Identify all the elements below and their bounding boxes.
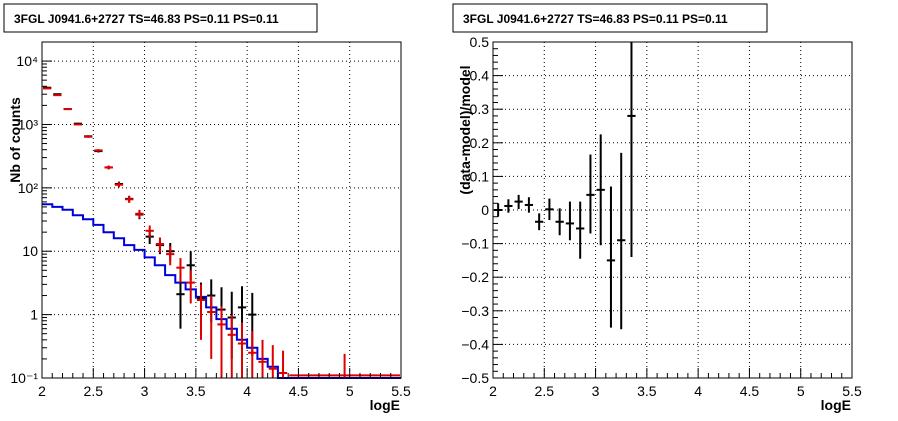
residual-point [596,134,605,246]
counts-x-axis-title: logE [370,397,400,413]
residual-point [586,154,595,234]
model-point [217,306,226,378]
residual-title-box [452,3,768,33]
x-tick-label: 3 [592,383,600,399]
x-tick-label: 4 [694,383,702,399]
y-tick-label: 0.4 [470,68,490,84]
residual-point [555,208,564,236]
model-point [227,315,236,378]
x-tick-label: 2 [489,383,497,399]
residual-title: 3FGL J0941.6+2727 TS=46.83 PS=0.11 PS=0.… [463,12,728,26]
y-tick-label: 0.3 [470,101,490,117]
x-tick-label: 5.5 [391,383,411,399]
model-point [166,246,175,266]
residual-point [514,194,523,209]
x-tick-label: 4 [243,383,251,399]
model-point [278,350,288,378]
model-point [104,165,113,170]
y-tick-label: 10³ [18,116,39,132]
x-tick-label: 5.5 [842,383,862,399]
y-tick-label: 0.1 [470,168,490,184]
y-tick-label: −0.4 [461,336,489,352]
residual-panel: 3FGL J0941.6+2727 TS=46.83 PS=0.11 PS=0.… [452,3,862,413]
residual-point [535,213,544,231]
model-point [63,108,72,111]
model-point [135,209,144,219]
x-tick-label: 4.5 [740,383,760,399]
model-point [196,284,206,340]
model-point [114,182,124,188]
model-point [145,225,154,238]
model-point [43,87,52,90]
x-tick-label: 5 [797,383,805,399]
residual-ticks: 2 2.5 3 3.5 4 4.5 5 5.5 −0.5 −0.4 −0.3 −0.2 −0.1 0 0.1… [461,34,862,399]
y-tick-label: 10⁴ [16,53,38,69]
model-point [84,135,93,138]
model-point [289,353,400,378]
x-tick-label: 2 [38,383,46,399]
x-tick-label: 4.5 [289,383,309,399]
x-tick-label: 5 [346,383,354,399]
counts-frame [41,41,402,379]
model-point [125,196,134,203]
x-tick-label: 2.5 [84,383,104,399]
counts-ticks: 2 2.5 3 3.5 4 4.5 5 5.5 10⁻¹ 1 10 10² 10³ 10⁴ [10,41,411,399]
residual-point [627,42,636,258]
residual-point [565,201,575,241]
y-tick-label: −0.1 [461,236,489,252]
counts-series [42,86,401,379]
counts-y-axis-title: Nb of counts [7,97,23,183]
model-point [237,322,247,378]
residual-point [545,198,554,221]
counts-panel: 3FGL J0941.6+2727 TS=46.83 PS=0.11 PS=0.… [3,3,411,413]
x-tick-label: 3 [141,383,149,399]
model-point [248,331,257,378]
model-point [155,237,165,253]
residual-point [617,152,626,330]
model-point [207,295,216,359]
y-tick-label: 10² [18,180,39,196]
y-tick-label: −0.3 [461,303,489,319]
y-tick-label: −0.5 [461,370,489,386]
residual-series [494,42,636,330]
y-tick-label: 0.5 [470,34,490,50]
model-point [186,270,195,304]
model-point [268,345,277,378]
series-model-component [42,203,401,379]
model-point [73,123,83,126]
model-point [94,149,103,152]
model-point [176,258,185,283]
y-tick-label: 10⁻¹ [10,370,38,386]
x-tick-label: 3.5 [186,383,206,399]
counts-grid [42,42,401,378]
x-tick-label: 3.5 [637,383,657,399]
residual-grid [493,42,852,378]
counts-title: 3FGL J0941.6+2727 TS=46.83 PS=0.11 PS=0.… [14,12,279,26]
counts-title-box [3,3,318,33]
residual-point [504,199,513,213]
model-point [53,94,62,97]
residual-point [524,197,534,213]
model-point [258,339,267,378]
residual-point [606,186,616,328]
residual-x-axis-title: logE [821,397,851,413]
y-tick-label: −0.2 [461,269,489,285]
y-tick-label: 1 [30,307,38,323]
residual-y-axis-title: (data-model)/model [457,65,473,194]
x-tick-label: 2.5 [535,383,555,399]
y-tick-label: 0 [481,202,489,218]
y-tick-label: 0.2 [470,135,490,151]
y-tick-label: 10 [22,243,38,259]
residual-point [576,201,585,259]
